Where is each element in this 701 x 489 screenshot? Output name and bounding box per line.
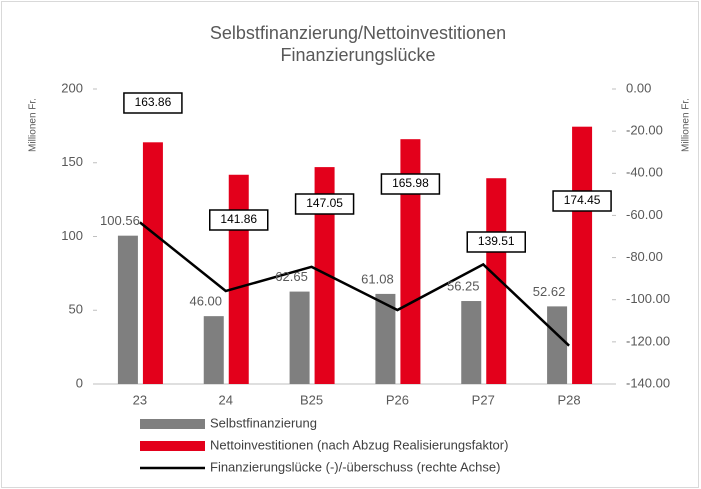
data-label-box: [380, 173, 441, 195]
y2-tick-label: 0.00: [626, 80, 651, 95]
legend-swatch: [140, 441, 205, 451]
y-tick-label: 0: [76, 375, 83, 390]
data-label: 165.98: [392, 176, 429, 190]
legend-swatch: [140, 419, 205, 429]
data-label-box: [209, 209, 269, 231]
x-tick-label: P28: [558, 392, 581, 407]
bar: [314, 167, 335, 384]
data-label: 147.05: [306, 196, 343, 210]
bar: [400, 139, 421, 384]
bar: [572, 126, 593, 384]
data-label: 100.56: [100, 213, 140, 228]
bar: [142, 142, 163, 384]
y2-tick-label: -140.00: [626, 375, 670, 390]
data-label: 174.45: [564, 193, 601, 207]
y-tick-label: 50: [69, 302, 83, 317]
y2-tick-label: -40.00: [626, 165, 663, 180]
data-label: 46.00: [189, 294, 222, 309]
data-label-box: [123, 92, 183, 114]
x-tick-label: 24: [219, 392, 233, 407]
y2-tick-label: -100.00: [626, 291, 670, 306]
y2-tick-label: -120.00: [626, 333, 670, 348]
y2-tick-label: -20.00: [626, 123, 663, 138]
legend-label: Nettoinvestitionen (nach Abzug Realisier…: [210, 437, 508, 452]
legend-label: Finanzierungslücke (-)/-überschuss (rech…: [210, 459, 500, 474]
y2-tick-label: -80.00: [626, 249, 663, 264]
data-label: 61.08: [361, 271, 394, 286]
y2-axis-title: Millionen Fr.: [681, 98, 692, 152]
x-tick-label: B25: [300, 392, 323, 407]
line: [139, 221, 570, 347]
bar: [117, 235, 138, 384]
y-axis-title: Millionen Fr.: [28, 98, 39, 152]
chart-title: Selbstfinanzierung/Nettoinvestitionen: [210, 23, 506, 43]
bar: [547, 306, 568, 384]
y-tick-label: 150: [61, 154, 83, 169]
data-label-box: [294, 193, 355, 215]
bar: [461, 301, 482, 384]
y-tick-label: 200: [61, 80, 83, 95]
x-tick-label: 23: [133, 392, 147, 407]
data-label: 62.65: [275, 269, 308, 284]
x-tick-label: P26: [386, 392, 409, 407]
bar: [375, 293, 396, 384]
data-label-box: [466, 231, 526, 253]
bar: [203, 316, 224, 384]
x-tick-label: P27: [472, 392, 495, 407]
bar: [486, 178, 507, 384]
bar: [228, 174, 249, 384]
data-label: 56.25: [447, 278, 480, 293]
y-tick-label: 100: [61, 228, 83, 243]
data-label: 163.86: [135, 95, 172, 109]
data-label-box: [552, 190, 612, 212]
data-label: 139.51: [478, 234, 515, 248]
legend-label: Selbstfinanzierung: [210, 415, 317, 430]
y2-tick-label: -60.00: [626, 207, 663, 222]
bar: [289, 291, 310, 384]
chart-subtitle: Finanzierungslücke: [280, 45, 435, 65]
data-label: 52.62: [533, 284, 566, 299]
data-label: 141.86: [220, 212, 257, 226]
legend: Selbstfinanzierung Nettoinvestitionen (na…: [140, 415, 508, 474]
